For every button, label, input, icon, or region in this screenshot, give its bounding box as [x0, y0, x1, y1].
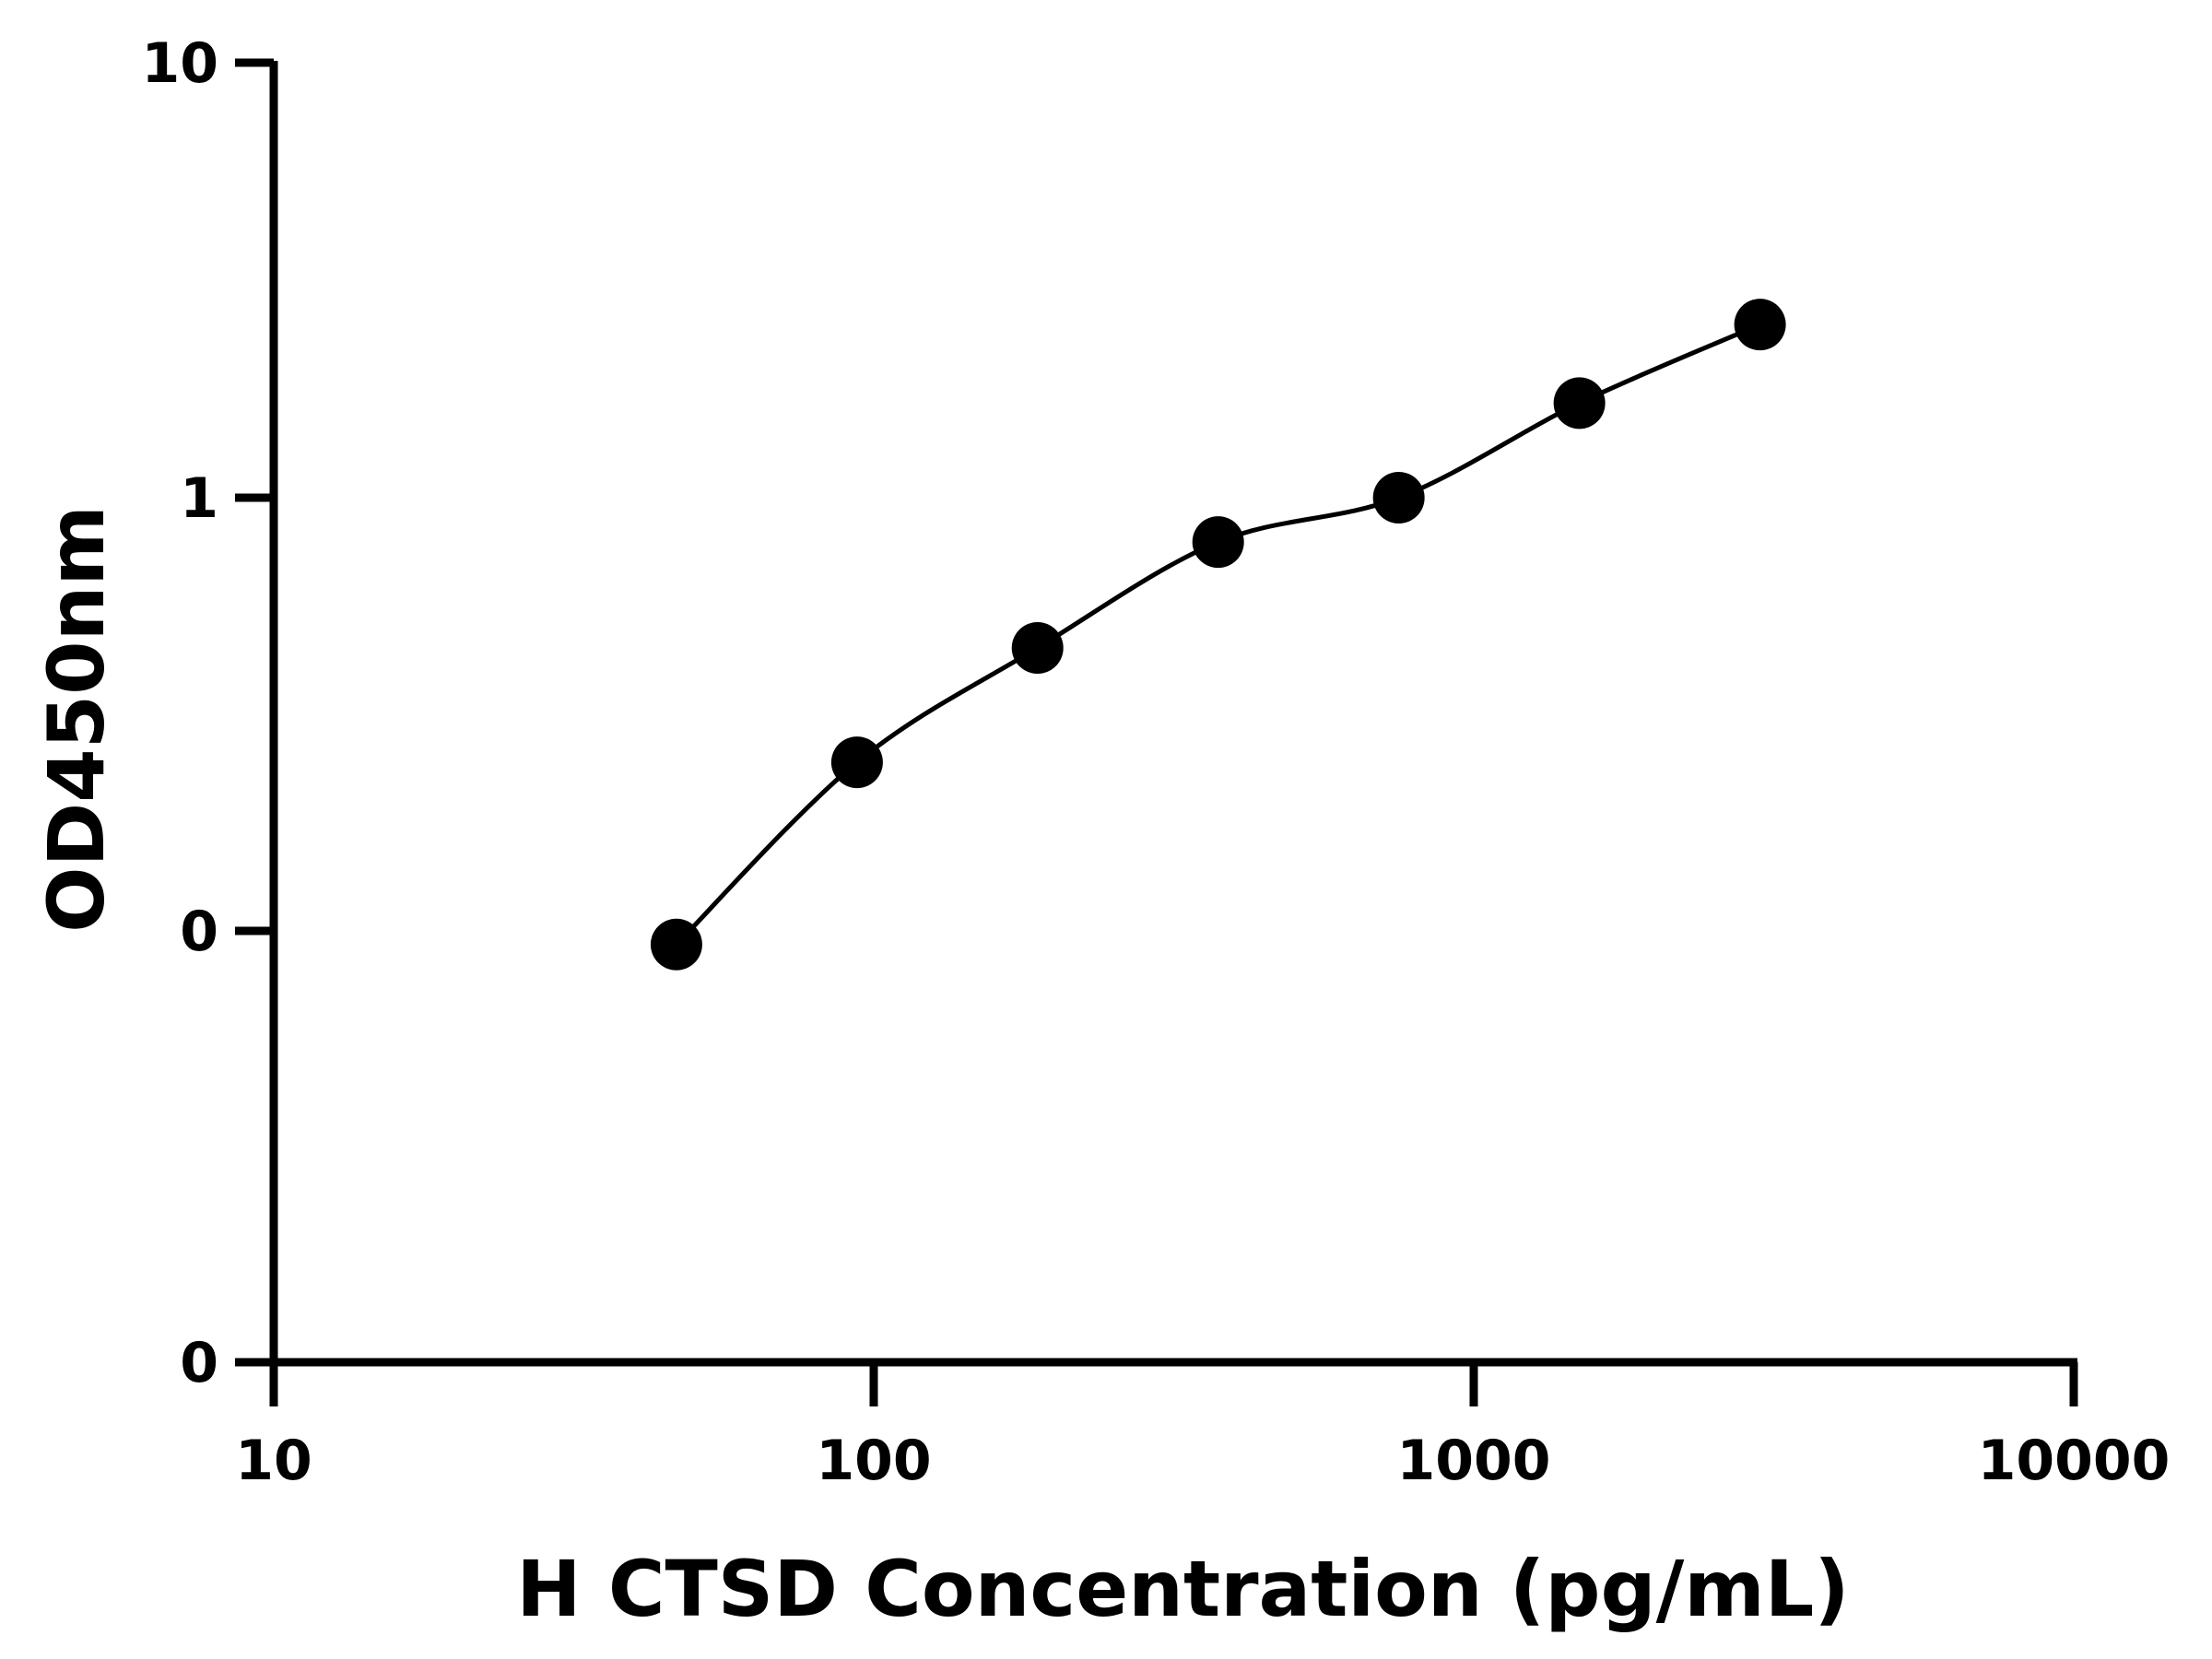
y-axis-ticks: 0 0 1 10 [142, 31, 274, 1395]
data-point [1734, 299, 1786, 351]
x-tick-label: 100 [816, 1429, 931, 1493]
data-point [830, 736, 883, 789]
y-tick-label: 0 [180, 900, 218, 964]
y-tick-label: 1 [180, 466, 218, 531]
x-tick-label: 1000 [1397, 1429, 1551, 1493]
x-tick-label: 10000 [1978, 1429, 2171, 1493]
data-point [1553, 377, 1606, 429]
data-point [1192, 516, 1244, 569]
y-axis-title: OD450nm [31, 505, 122, 933]
data-points [650, 299, 1786, 971]
data-point [650, 918, 702, 971]
y-tick-label: 0 [180, 1331, 218, 1395]
axes [269, 61, 2077, 1367]
data-point [1372, 472, 1425, 524]
data-point [1011, 621, 1064, 674]
x-tick-label: 10 [235, 1429, 312, 1493]
x-axis-ticks: 10 100 1000 10000 [235, 1362, 2170, 1493]
y-tick-label: 10 [142, 31, 219, 96]
x-axis-title: H CTSD Concentration (pg/mL) [516, 1544, 1849, 1634]
